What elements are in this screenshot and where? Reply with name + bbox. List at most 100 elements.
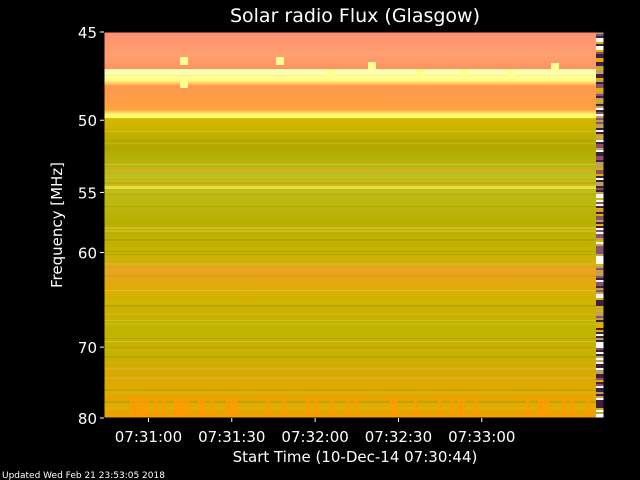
noise-strip-cell: [596, 36, 604, 38]
bottom-spike: [394, 398, 397, 418]
noise-strip-cell: [596, 388, 604, 390]
bottom-spike: [562, 398, 565, 418]
chart-title: Solar radio Flux (Glasgow): [230, 5, 480, 27]
noise-strip-cell: [596, 274, 604, 276]
y-axis-label: Frequency [MHz]: [48, 162, 66, 288]
noise-strip-cell: [596, 384, 604, 386]
band-row: [104, 356, 596, 358]
noise-strip-cell: [596, 162, 604, 164]
noise-strip-cell: [596, 100, 604, 102]
bottom-spike: [314, 398, 317, 418]
noise-strip-cell: [596, 318, 604, 320]
noise-strip-cell: [596, 378, 604, 380]
noise-strip-cell: [596, 172, 604, 174]
band-row: [104, 302, 596, 303]
band-row: [104, 407, 596, 409]
noise-strip-cell: [596, 198, 604, 200]
noise-strip-cell: [596, 184, 604, 186]
noise-strip-cell: [596, 70, 604, 72]
noise-strip-cell: [596, 270, 604, 272]
y-axis-ticks: 45 50 55 60 70 80: [78, 24, 104, 428]
band-row: [104, 224, 596, 225]
noise-strip-cell: [596, 108, 604, 110]
noise-strip-cell: [596, 286, 604, 288]
noise-strip-cell: [596, 110, 604, 112]
bottom-spike: [154, 398, 157, 418]
noise-strip-cell: [596, 42, 604, 44]
bottom-spike: [230, 398, 233, 418]
noise-strip-cell: [596, 322, 604, 324]
noise-strip-cell: [596, 150, 604, 152]
band-row: [104, 185, 596, 186]
noise-strip-cell: [596, 206, 604, 208]
x-axis-label: Start Time (10-Dec-14 07:30:44): [233, 448, 478, 466]
bottom-spike: [414, 398, 417, 418]
noise-strip-cell: [596, 82, 604, 84]
noise-strip-cell: [596, 160, 604, 162]
bottom-spike: [138, 398, 141, 418]
bottom-spike: [186, 398, 189, 418]
noise-strip-cell: [596, 304, 604, 306]
bottom-spike: [586, 398, 589, 418]
noise-strip-cell: [596, 116, 604, 118]
noise-strip-cell: [596, 78, 604, 80]
noise-strip-cell: [596, 208, 604, 210]
noise-strip-cell: [596, 364, 604, 366]
noise-strip-cell: [596, 50, 604, 52]
band-row: [104, 410, 596, 411]
bright-band: [104, 114, 596, 118]
band-row: [104, 320, 596, 321]
noise-strip-cell: [596, 252, 604, 254]
noise-strip-cell: [596, 192, 604, 194]
noise-strip-cell: [596, 32, 604, 34]
bottom-spike: [354, 398, 357, 418]
x-tick-label: 07:32:30: [365, 428, 432, 446]
noise-strip-cell: [596, 58, 604, 60]
noise-strip-cell: [596, 414, 604, 416]
bottom-spike: [462, 398, 465, 418]
noise-strip-cell: [596, 144, 604, 146]
noise-strip-cell: [596, 140, 604, 142]
noise-strip-cell: [596, 86, 604, 88]
band-row: [104, 179, 596, 180]
noise-strip-cell: [596, 220, 604, 222]
band-row: [104, 362, 596, 363]
burst-blip: [416, 69, 424, 77]
bottom-spike: [538, 398, 541, 418]
x-tick-label: 07:32:00: [281, 428, 348, 446]
noise-strip-cell: [596, 54, 604, 56]
band-row: [104, 347, 596, 348]
band-row: [104, 194, 596, 195]
noise-strip-cell: [596, 278, 604, 280]
noise-strip-cell: [596, 288, 604, 290]
noise-strip-cell: [596, 380, 604, 382]
noise-strip-cell: [596, 298, 604, 300]
noise-strip-cell: [596, 342, 604, 344]
noise-strip-cell: [596, 188, 604, 190]
noise-strip-cell: [596, 202, 604, 204]
noise-strip-cell: [596, 134, 604, 136]
y-tick-label: 45: [78, 24, 97, 42]
noise-strip-cell: [596, 40, 604, 42]
y-tick-label: 55: [78, 184, 97, 202]
noise-strip-cell: [596, 320, 604, 322]
noise-strip-cell: [596, 268, 604, 270]
noise-strip-cell: [596, 46, 604, 48]
noise-strip-cell: [596, 352, 604, 354]
bottom-spike: [542, 398, 545, 418]
noise-strip-cell: [596, 236, 604, 238]
noise-strip-cell: [596, 336, 604, 338]
noise-strip-cell: [596, 234, 604, 236]
spectrogram-bands: [104, 32, 604, 418]
noise-strip-cell: [596, 326, 604, 328]
noise-strip-cell: [596, 290, 604, 292]
noise-strip-cell: [596, 106, 604, 108]
noise-strip-cell: [596, 164, 604, 166]
bottom-spike: [546, 398, 549, 418]
band-row: [104, 314, 596, 315]
noise-strip-cell: [596, 350, 604, 352]
bottom-spike: [266, 398, 269, 418]
band-row: [104, 143, 596, 144]
noise-strip-cell: [596, 112, 604, 114]
noise-strip-cell: [596, 402, 604, 404]
